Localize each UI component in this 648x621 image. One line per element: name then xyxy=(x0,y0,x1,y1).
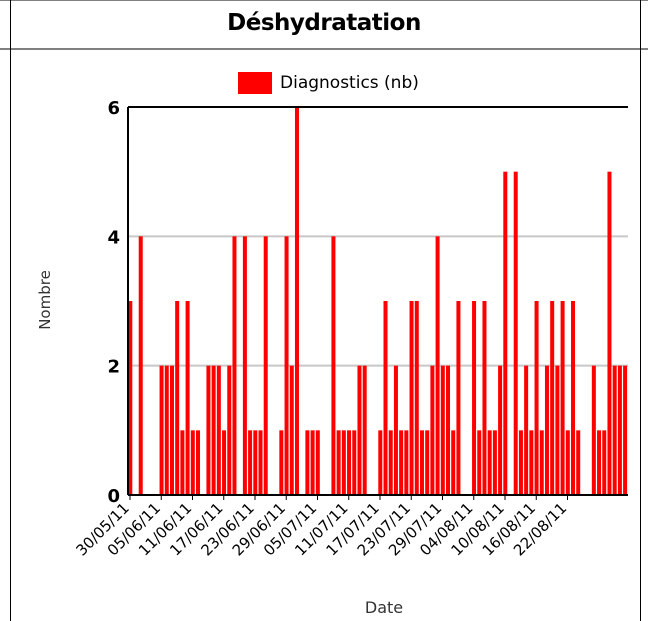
y-axis-label: Nombre xyxy=(36,270,54,330)
bar-80 xyxy=(544,365,549,495)
bar-63 xyxy=(456,301,461,495)
bar-66 xyxy=(472,301,477,495)
bar-35 xyxy=(310,430,315,495)
bar-32 xyxy=(294,107,299,495)
bar-29 xyxy=(279,430,284,495)
bar-95 xyxy=(623,365,628,495)
bar-23 xyxy=(248,430,253,495)
bar-series xyxy=(128,107,628,496)
bar-85 xyxy=(571,301,576,495)
bar-36 xyxy=(315,430,320,495)
grid-lines xyxy=(128,235,628,367)
bar-20 xyxy=(232,236,237,496)
bar-22 xyxy=(242,236,247,496)
bar-45 xyxy=(362,365,367,495)
bar-16 xyxy=(211,365,216,495)
bar-30 xyxy=(284,236,289,496)
bar-18 xyxy=(222,430,227,495)
x-tick-labels: 30/05/1105/06/1111/06/1117/06/1123/06/11… xyxy=(71,498,572,561)
bar-77 xyxy=(529,430,534,495)
bar-79 xyxy=(539,430,544,495)
bar-69 xyxy=(487,430,492,495)
bar-93 xyxy=(612,365,617,495)
bar-86 xyxy=(576,430,581,495)
bar-19 xyxy=(227,365,232,495)
y-tick-label-0: 0 xyxy=(107,486,120,507)
bar-34 xyxy=(305,430,310,495)
bar-12 xyxy=(190,430,195,495)
bar-15 xyxy=(206,365,211,495)
bar-43 xyxy=(352,430,357,495)
bar-39 xyxy=(331,236,336,496)
bar-26 xyxy=(263,236,268,496)
bar-50 xyxy=(388,430,393,495)
axes xyxy=(127,106,628,500)
bar-91 xyxy=(602,430,607,495)
bar-81 xyxy=(550,301,555,495)
bar-2 xyxy=(138,236,143,496)
bar-52 xyxy=(399,430,404,495)
legend-swatch xyxy=(238,72,272,94)
bar-51 xyxy=(393,365,398,495)
bar-54 xyxy=(409,301,414,495)
bar-10 xyxy=(180,430,185,495)
bar-59 xyxy=(435,236,440,496)
bar-78 xyxy=(534,301,539,495)
x-axis-label: Date xyxy=(364,598,404,617)
bar-74 xyxy=(513,171,518,495)
bar-41 xyxy=(341,430,346,495)
bar-71 xyxy=(498,365,503,495)
legend: Diagnostics (nb) xyxy=(238,71,419,95)
bar-84 xyxy=(565,430,570,495)
bar-72 xyxy=(503,171,508,495)
y-tick-label-2: 2 xyxy=(107,357,120,378)
bar-90 xyxy=(597,430,602,495)
bar-57 xyxy=(425,430,430,495)
bar-42 xyxy=(347,430,352,495)
bar-6 xyxy=(159,365,164,495)
bar-25 xyxy=(258,430,263,495)
bar-0 xyxy=(128,301,133,495)
bar-7 xyxy=(164,365,169,495)
bar-17 xyxy=(216,365,221,495)
y-tick-labels: 0 2 4 6 xyxy=(107,98,120,507)
bar-83 xyxy=(560,301,565,495)
bar-55 xyxy=(414,301,419,495)
bar-49 xyxy=(383,301,388,495)
bar-60 xyxy=(440,365,445,495)
bar-8 xyxy=(169,365,174,495)
chart-title: Déshydratation xyxy=(227,10,421,36)
y-tick-label-4: 4 xyxy=(107,227,120,248)
bar-24 xyxy=(253,430,258,495)
bar-40 xyxy=(336,430,341,495)
bar-53 xyxy=(404,430,409,495)
bar-92 xyxy=(607,171,612,495)
bar-61 xyxy=(446,365,451,495)
bar-76 xyxy=(524,365,529,495)
bar-44 xyxy=(357,365,362,495)
legend-label: Diagnostics (nb) xyxy=(280,73,419,93)
bar-11 xyxy=(185,301,190,495)
bar-67 xyxy=(477,430,482,495)
bar-62 xyxy=(451,430,456,495)
bar-9 xyxy=(175,301,180,495)
bar-68 xyxy=(482,301,487,495)
bar-94 xyxy=(617,365,622,495)
bar-31 xyxy=(289,365,294,495)
bar-48 xyxy=(378,430,383,495)
bar-89 xyxy=(591,365,596,495)
y-tick-label-6: 6 xyxy=(107,98,120,119)
bar-58 xyxy=(430,365,435,495)
bar-13 xyxy=(196,430,201,495)
y-axis-label-wrap: Nombre xyxy=(25,245,65,355)
bar-70 xyxy=(492,430,497,495)
bar-75 xyxy=(518,430,523,495)
bar-82 xyxy=(555,365,560,495)
bar-56 xyxy=(419,430,424,495)
